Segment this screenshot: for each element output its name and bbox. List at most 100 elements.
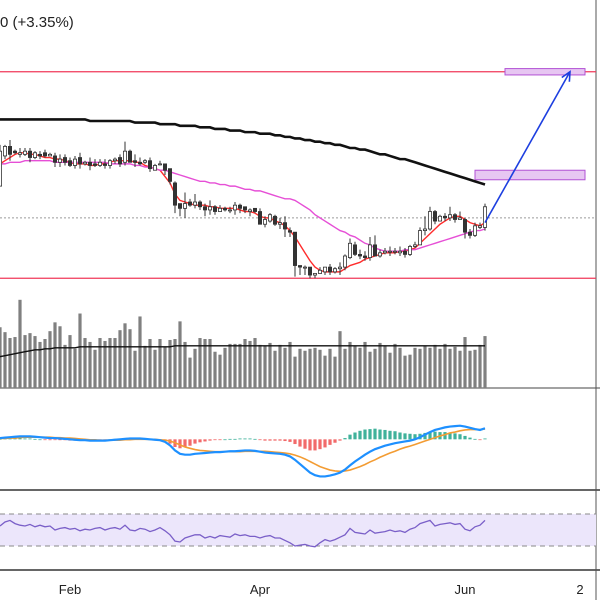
volume-bar xyxy=(313,347,317,388)
volume-bar xyxy=(198,338,202,388)
candle-body xyxy=(472,225,477,236)
macd-histogram-bar xyxy=(423,432,427,440)
candle-body xyxy=(192,201,197,206)
volume-bar xyxy=(18,299,22,388)
macd-histogram-bar xyxy=(303,439,307,449)
volume-bar xyxy=(358,347,362,388)
sma-mid-line xyxy=(0,160,486,252)
macd-histogram-bar xyxy=(278,439,282,441)
candle-body xyxy=(232,204,237,211)
volume-bar xyxy=(13,337,17,388)
volume-bar xyxy=(308,348,312,388)
volume-bar xyxy=(483,336,487,388)
macd-histogram-bar xyxy=(398,432,402,440)
candle-body xyxy=(83,161,88,165)
macd-histogram-bar xyxy=(388,430,392,440)
candle-body xyxy=(447,214,452,219)
macd-histogram-bar xyxy=(248,438,252,440)
macd-histogram-bar xyxy=(413,434,417,440)
volume-bar xyxy=(438,348,442,388)
candle-body xyxy=(187,201,192,206)
candle-body xyxy=(292,231,297,266)
volume-bar xyxy=(273,350,277,388)
candle-body xyxy=(48,153,53,157)
volume-bar xyxy=(203,339,207,388)
volume-bar xyxy=(258,344,262,388)
macd-histogram-bar xyxy=(258,439,262,441)
volume-bar xyxy=(128,329,132,388)
volume-bar xyxy=(53,322,57,388)
volume-bar xyxy=(428,347,432,388)
volume-bar xyxy=(233,343,237,388)
candle-body xyxy=(137,161,142,165)
candle-body xyxy=(68,160,73,166)
candle-body xyxy=(63,157,68,163)
macd-histogram-bar xyxy=(458,434,462,440)
candle-body xyxy=(457,217,462,220)
volume-bar xyxy=(188,357,192,388)
macd-histogram-bar xyxy=(463,435,467,440)
candle-body xyxy=(88,161,93,166)
volume-bar xyxy=(278,344,282,388)
macd-histogram-bar xyxy=(403,433,407,440)
volume-bar xyxy=(138,316,142,388)
candle-body xyxy=(73,158,78,166)
volume-bar xyxy=(63,344,67,388)
volume-bar xyxy=(178,321,182,388)
volume-bar xyxy=(238,343,242,388)
macd-histogram-bar xyxy=(208,439,212,441)
macd-histogram-bar xyxy=(293,439,297,445)
sma-short-line xyxy=(0,152,486,273)
macd-histogram-bar xyxy=(408,433,412,440)
volume-bar xyxy=(23,335,27,388)
macd-histogram-bar xyxy=(18,438,22,440)
volume-bar xyxy=(108,338,112,388)
volume-bar xyxy=(433,344,437,388)
volume-bar xyxy=(353,345,357,388)
macd-histogram-bar xyxy=(48,439,52,441)
volume-bar xyxy=(408,354,412,388)
macd-histogram-bar xyxy=(233,438,237,440)
candle-body xyxy=(123,150,128,163)
x-axis-tick-label: Apr xyxy=(250,582,271,597)
macd-histogram-bar xyxy=(308,439,312,451)
macd-histogram-bar xyxy=(473,438,477,440)
volume-bar xyxy=(98,338,102,388)
macd-histogram-bar xyxy=(443,432,447,440)
candle-body xyxy=(422,228,427,231)
candle-body xyxy=(442,215,447,219)
macd-histogram-bar xyxy=(483,438,487,440)
macd-histogram-bar xyxy=(353,432,357,440)
macd-histogram-bar xyxy=(213,439,217,441)
volume-bar xyxy=(463,337,467,388)
macd-histogram-bar xyxy=(333,439,337,443)
candle-body xyxy=(53,155,58,163)
candle-body xyxy=(312,273,317,276)
volume-bar xyxy=(423,345,427,388)
candle-body xyxy=(272,215,277,225)
volume-bar xyxy=(333,356,337,388)
macd-histogram-bar xyxy=(183,439,187,448)
volume-bar xyxy=(93,349,97,388)
projection-arrow xyxy=(484,71,571,224)
candle-body xyxy=(357,254,362,257)
candle-body xyxy=(267,214,272,222)
candle-body xyxy=(0,150,3,187)
candle-body xyxy=(452,214,457,220)
volume-bar xyxy=(263,345,267,388)
candle-body xyxy=(147,160,152,170)
volume-ma-line xyxy=(0,345,485,358)
candle-body xyxy=(12,150,17,154)
volume-bar xyxy=(283,347,287,388)
volume-bar xyxy=(458,350,462,388)
candle-body xyxy=(387,250,392,253)
volume-bar xyxy=(48,331,52,388)
volume-bar xyxy=(8,338,12,388)
macd-histogram-bar xyxy=(328,439,332,445)
macd-histogram-bar xyxy=(323,439,327,448)
volume-bar xyxy=(253,338,257,388)
candle-body xyxy=(427,211,432,230)
candle-body xyxy=(367,244,372,258)
macd-histogram-bar xyxy=(318,439,322,450)
volume-bar xyxy=(443,343,447,388)
